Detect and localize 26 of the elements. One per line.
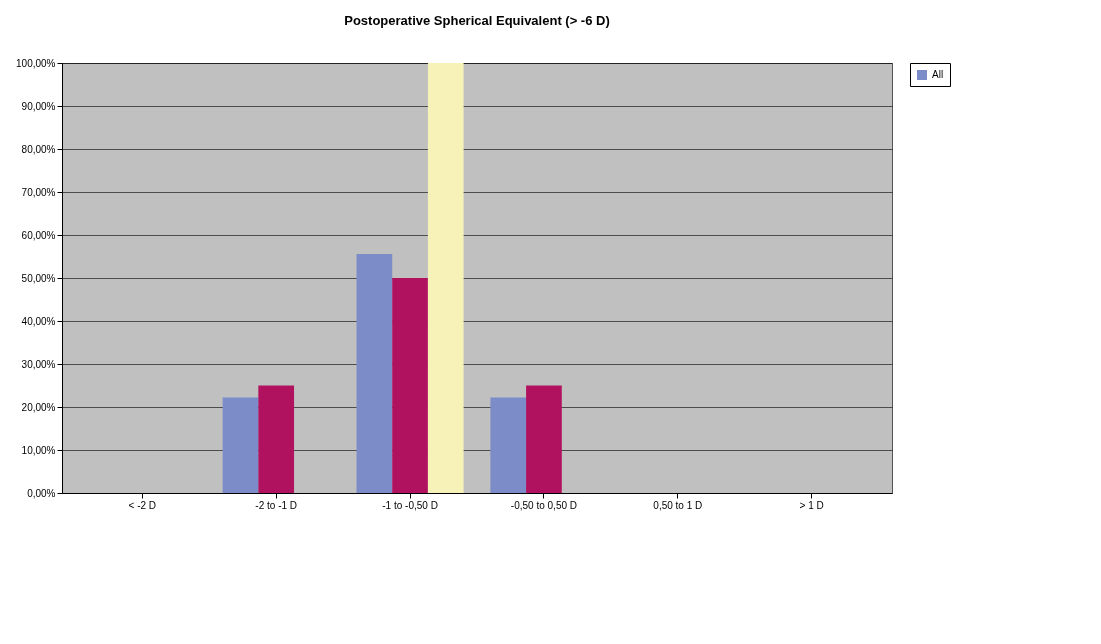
y-tick-label: 20,00% [21,401,56,413]
x-tick-label: < -2 D [128,499,157,511]
x-tick-label: -1 to -0,50 D [382,499,438,511]
bar [222,397,259,493]
y-tick-label: 90,00% [21,100,56,112]
y-tick-label: 50,00% [21,272,56,284]
y-tick-label: 80,00% [21,143,56,155]
x-tick-label: -0,50 to 0,50 D [510,499,578,511]
y-tick-label: 60,00% [21,229,56,241]
bar [490,397,527,493]
x-tick-label: 0,50 to 1 D [653,499,703,511]
chart-title: Postoperative Spherical Equivalent (> -6 D) [344,13,610,28]
x-tick-label: -2 to -1 D [255,499,298,511]
y-tick-label: 70,00% [21,186,56,198]
y-tick-label: 10,00% [21,444,56,456]
legend-label: All [932,69,944,80]
y-tick-label: 30,00% [21,358,56,370]
y-tick-label: 0,00% [27,487,56,499]
bar [427,63,464,493]
bar [356,253,393,493]
bar [526,385,562,493]
y-tick-label: 40,00% [21,315,56,327]
bar [258,385,295,493]
bar [392,278,428,493]
x-tick-label: > 1 D [799,499,824,511]
y-tick-label: 100,00% [16,57,56,69]
